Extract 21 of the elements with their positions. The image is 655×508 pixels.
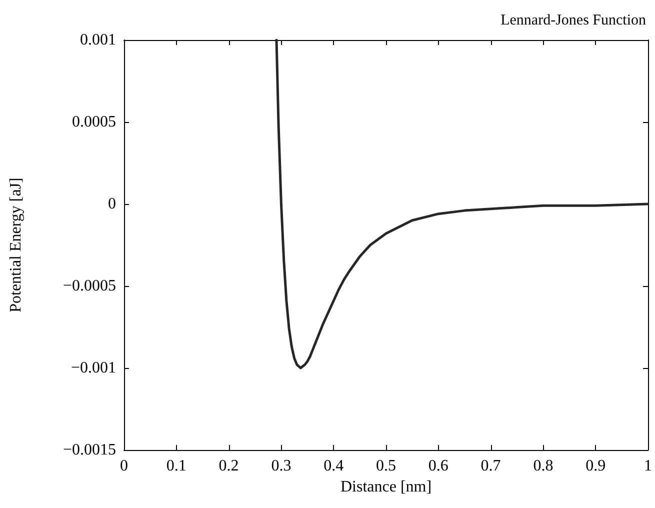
y-axis-title: Potential Energy [aJ]	[8, 178, 24, 312]
x-tick-label: 0	[120, 458, 128, 474]
y-tick-label: −0.0015	[62, 442, 116, 458]
x-tick-label: 0.1	[166, 458, 186, 474]
y-tick-label: −0.001	[70, 360, 116, 376]
y-tick-label: 0	[108, 196, 116, 212]
x-tick-label: 0.9	[586, 458, 606, 474]
x-tick-label: 0.8	[533, 458, 554, 474]
chart-title: Lennard-Jones Function	[500, 12, 646, 28]
y-tick-label: 0.001	[80, 32, 116, 48]
x-tick-label: 0.2	[218, 458, 239, 474]
y-tick-label: 0.0005	[72, 114, 116, 130]
x-tick-label: 0.7	[480, 458, 501, 474]
x-axis-title: Distance [nm]	[340, 478, 432, 496]
x-tick-label: 1	[644, 458, 652, 474]
y-tick-label: −0.0005	[62, 278, 116, 294]
x-tick-label: 0.6	[428, 458, 448, 474]
x-tick-label: 0.3	[271, 458, 292, 474]
x-tick-label: 0.4	[324, 458, 344, 474]
x-tick-label: 0.5	[376, 458, 396, 474]
line-series	[275, 38, 650, 370]
